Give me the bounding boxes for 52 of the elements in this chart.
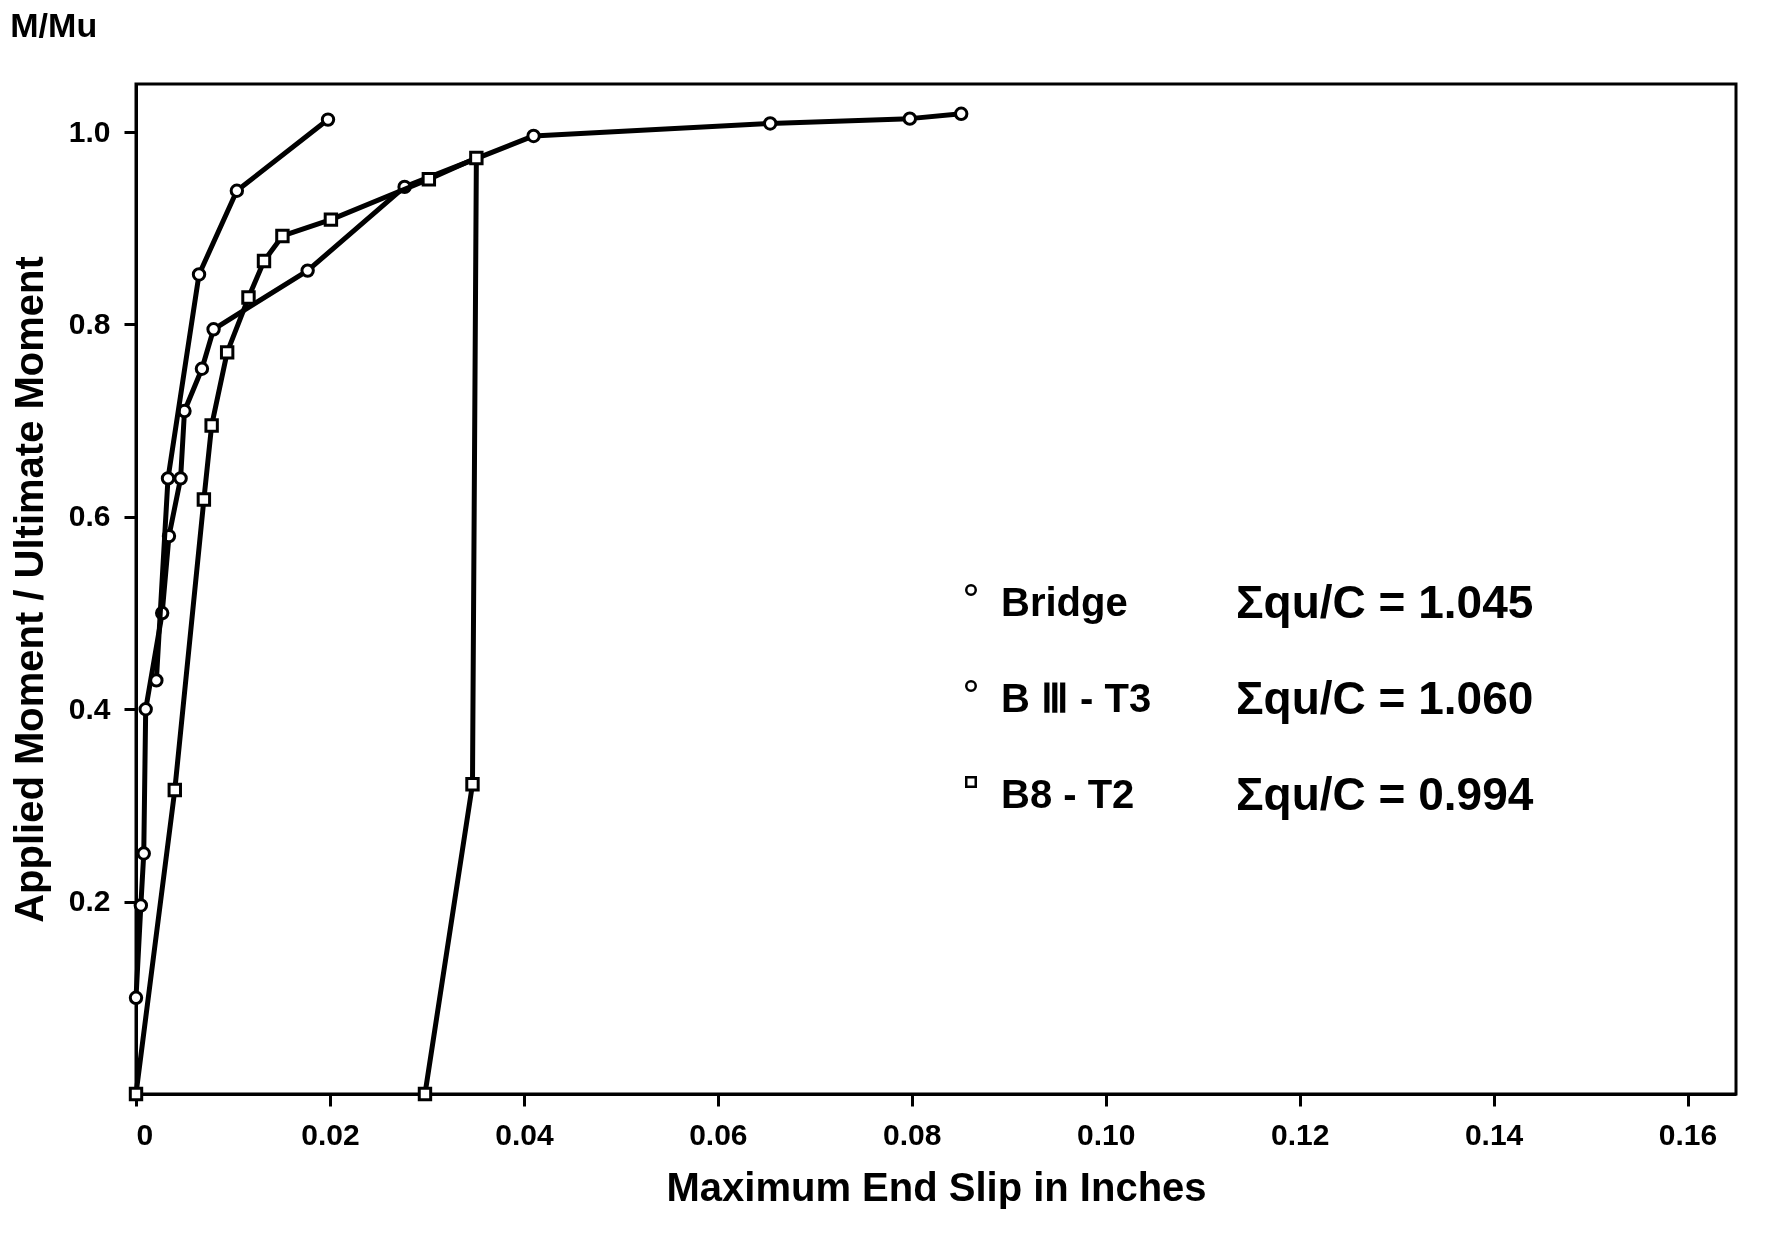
point bbox=[160, 471, 176, 486]
y-tick-label: 0.6 bbox=[68, 499, 111, 533]
annotation: Σqu/C = 1.045 bbox=[1236, 576, 1534, 628]
point bbox=[194, 361, 210, 376]
point bbox=[229, 183, 245, 198]
x-tick-label: 0.12 bbox=[1270, 1117, 1330, 1151]
point bbox=[469, 150, 484, 166]
y-tick-label: 0.2 bbox=[68, 884, 111, 918]
point bbox=[133, 898, 149, 913]
x-tick-label: 0.10 bbox=[1077, 1117, 1136, 1151]
point bbox=[323, 212, 339, 227]
annotation: Σqu/C = 1.060 bbox=[1236, 672, 1534, 724]
chart-title: M/Mu bbox=[10, 6, 98, 44]
point bbox=[128, 990, 144, 1005]
x-tick-label: 0.06 bbox=[689, 1117, 748, 1151]
point bbox=[954, 106, 969, 122]
x-tick-label: 0.02 bbox=[301, 1117, 360, 1151]
point bbox=[196, 492, 212, 507]
point bbox=[902, 111, 918, 126]
point bbox=[421, 172, 437, 187]
annotation: Σqu/C = 0.994 bbox=[1236, 768, 1534, 820]
legend-label: B8 - T2 bbox=[1001, 772, 1135, 816]
point bbox=[526, 128, 541, 144]
y-tick-label: 1.0 bbox=[68, 114, 111, 148]
point bbox=[275, 228, 290, 244]
x-tick-label: 0.08 bbox=[883, 1117, 942, 1151]
x-tick-label: 0 bbox=[136, 1117, 154, 1151]
legend-label: Bridge bbox=[1001, 580, 1128, 624]
y-axis-title: Applied Moment / Ultimate Moment bbox=[6, 256, 51, 923]
x-tick-label: 0.04 bbox=[495, 1117, 554, 1151]
point bbox=[191, 267, 207, 282]
point bbox=[417, 1086, 433, 1102]
point bbox=[204, 418, 219, 433]
point bbox=[465, 777, 480, 792]
point bbox=[762, 116, 778, 131]
point bbox=[167, 782, 182, 798]
point bbox=[206, 322, 221, 337]
point bbox=[300, 263, 315, 278]
point bbox=[138, 702, 153, 717]
point bbox=[241, 290, 256, 305]
point bbox=[173, 471, 188, 486]
point bbox=[136, 846, 151, 861]
x-tick-label: 0.16 bbox=[1658, 1117, 1718, 1151]
y-tick-label: 0.4 bbox=[68, 691, 111, 725]
point bbox=[219, 345, 235, 360]
y-tick-label: 0.8 bbox=[68, 306, 111, 340]
legend-label: B Ⅲ - T3 bbox=[1001, 676, 1152, 720]
point bbox=[128, 1086, 144, 1102]
x-axis-title: Maximum End Slip in Inches bbox=[666, 1164, 1207, 1209]
x-tick-label: 0.14 bbox=[1464, 1117, 1524, 1151]
point bbox=[256, 253, 272, 269]
point bbox=[320, 112, 336, 127]
